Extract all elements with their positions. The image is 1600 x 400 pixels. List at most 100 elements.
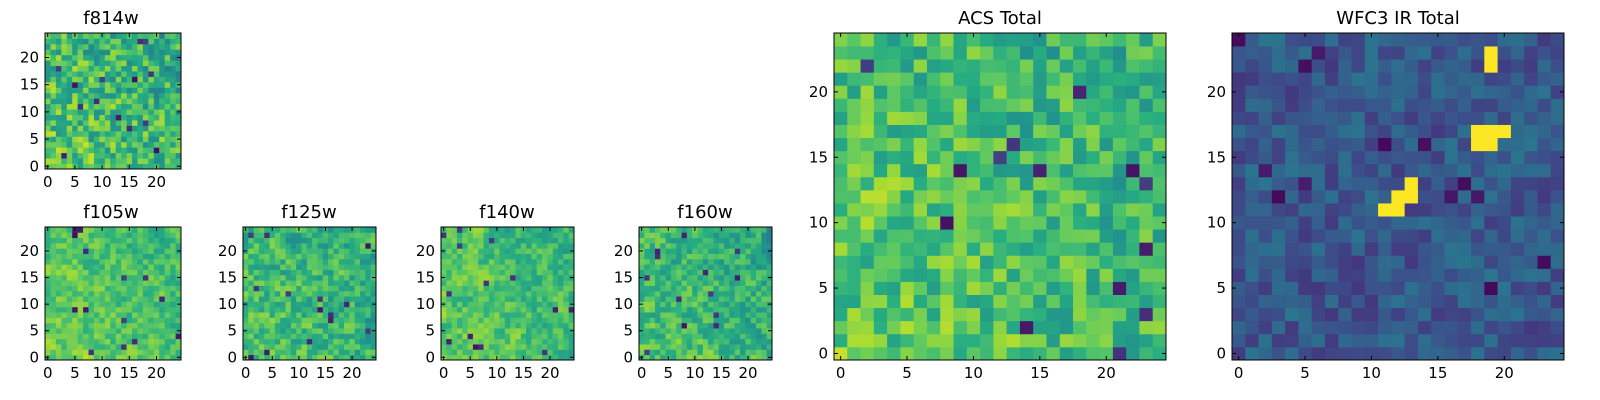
heatmap-cell (761, 232, 768, 239)
heatmap-cell (750, 232, 757, 239)
heatmap-cell (558, 264, 564, 270)
heatmap-cell (718, 242, 725, 249)
heatmap-cell (115, 333, 122, 340)
heatmap-cell (649, 242, 656, 249)
heatmap-cell (1099, 268, 1114, 282)
heatmap-cell (1311, 124, 1326, 139)
heatmap-cell (462, 274, 468, 281)
heatmap-cell (467, 306, 474, 313)
heatmap-cell (175, 322, 182, 329)
heatmap-cell (1033, 242, 1047, 256)
heatmap-cell (724, 285, 730, 292)
heatmap-cell (99, 87, 106, 94)
heatmap-cell (1126, 255, 1140, 269)
heatmap-cell (1112, 281, 1127, 295)
heatmap-cell (1457, 320, 1472, 335)
heatmap-cell (1338, 111, 1352, 125)
heatmap-cell (77, 92, 84, 99)
heatmap-cell (654, 328, 661, 334)
heatmap-cell (99, 264, 106, 270)
heatmap-cell (494, 269, 500, 276)
heatmap-cell (980, 229, 994, 243)
heatmap-cell (1404, 124, 1419, 139)
heatmap-cell (121, 237, 127, 244)
heatmap-cell (137, 81, 144, 88)
heatmap-cell (1417, 72, 1432, 86)
heatmap-cell (338, 306, 345, 313)
heatmap-cell (686, 354, 693, 361)
heatmap-cell (121, 141, 127, 148)
heatmap-cell (110, 232, 117, 239)
heatmap-cell (338, 344, 345, 350)
heatmap-cell (692, 317, 698, 324)
heatmap-cell (317, 322, 324, 329)
heatmap-cell (1417, 163, 1432, 178)
heatmap-cell (1006, 72, 1021, 86)
heatmap-cell (1311, 46, 1326, 60)
heatmap-cell (713, 349, 720, 356)
heatmap-cell (1126, 268, 1140, 282)
heatmap-cell (887, 150, 901, 165)
heatmap-cell (654, 344, 661, 350)
heatmap-cell (1404, 85, 1419, 99)
heatmap-cell (531, 290, 538, 297)
heatmap-cell (1245, 85, 1259, 99)
heatmap-cell (1245, 281, 1259, 295)
heatmap-cell (1524, 124, 1538, 139)
heatmap-cell (713, 253, 720, 260)
heatmap-cell (1245, 72, 1259, 86)
heatmap-cell (681, 237, 688, 244)
heatmap-cell (670, 258, 677, 265)
heatmap-cell (756, 258, 762, 265)
axes-frame (44, 226, 182, 361)
heatmap-cell (676, 253, 682, 260)
heatmap-cell (499, 344, 506, 350)
heatmap-cell (649, 317, 656, 324)
heatmap-cell (354, 312, 361, 318)
heatmap-cell (153, 269, 160, 276)
heatmap-cell (1232, 203, 1246, 217)
heatmap-cell (1378, 137, 1392, 152)
heatmap-cell (301, 296, 308, 302)
heatmap-cell (45, 103, 51, 110)
heatmap-cell (451, 290, 458, 297)
heatmap-cell (126, 109, 133, 115)
heatmap-cell (718, 344, 725, 350)
heatmap-cell (1524, 46, 1538, 60)
heatmap-cell (280, 253, 286, 260)
heatmap-cell (328, 290, 334, 297)
y-tick-label: 20 (20, 48, 39, 66)
heatmap-cell (132, 301, 138, 308)
heatmap-cell (756, 301, 762, 308)
heatmap-cell (483, 312, 490, 318)
heatmap-cell (328, 312, 334, 318)
heatmap-cell (441, 312, 447, 318)
heatmap-cell (900, 242, 915, 256)
y-tick-label: 15 (809, 148, 828, 166)
heatmap-cell (306, 296, 313, 302)
heatmap-cell (847, 242, 861, 256)
heatmap-cell (940, 46, 954, 60)
heatmap-cell (472, 333, 479, 340)
heatmap-cell (926, 189, 941, 204)
heatmap-cell (488, 285, 495, 292)
heatmap-cell (1378, 255, 1392, 269)
heatmap-cell (66, 54, 73, 61)
heatmap-cell (126, 43, 133, 50)
heatmap-cell (153, 76, 160, 83)
heatmap-cell (515, 274, 522, 281)
heatmap-cell (175, 71, 182, 77)
heatmap-cell (1271, 346, 1286, 361)
heatmap-cell (132, 43, 138, 50)
heatmap-cell (1046, 176, 1061, 191)
heatmap-cell (504, 301, 511, 308)
heatmap-cell (649, 237, 656, 244)
heatmap-cell (1073, 333, 1087, 348)
heatmap-cell (462, 317, 468, 324)
heatmap-cell (1245, 59, 1259, 73)
heatmap-cell (552, 296, 559, 302)
heatmap-cell (55, 54, 62, 61)
heatmap-cell (153, 152, 160, 159)
heatmap-cell (686, 227, 693, 233)
